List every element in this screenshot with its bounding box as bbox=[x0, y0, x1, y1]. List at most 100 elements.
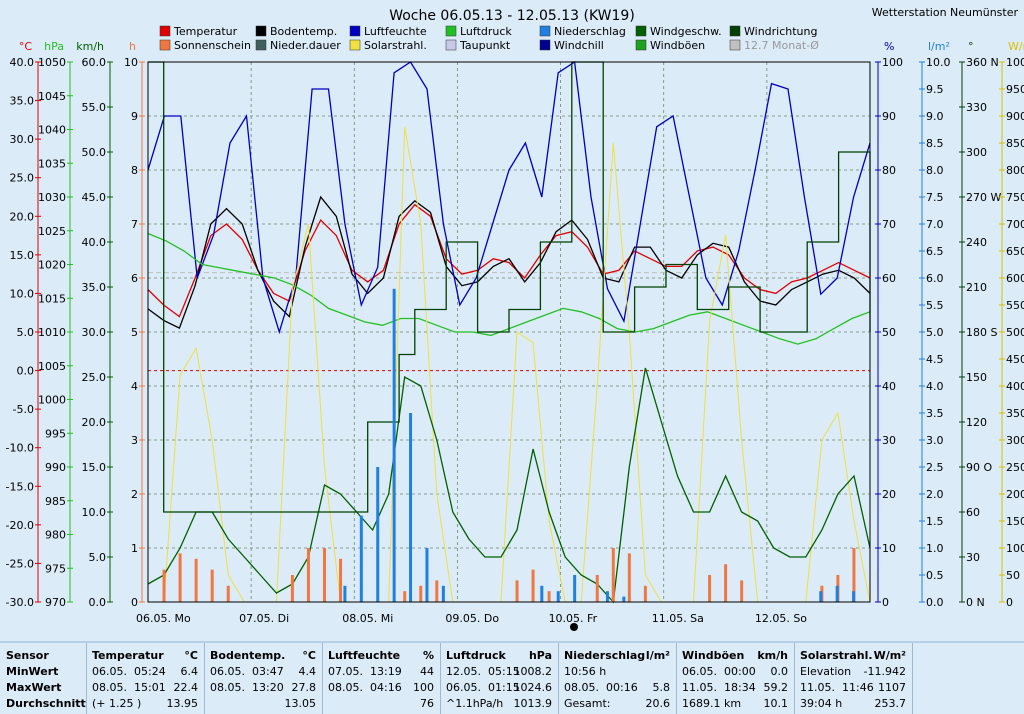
left-axis-tick-label: 15.0 bbox=[10, 249, 35, 262]
right-axis-tick-label: 3.0 bbox=[926, 434, 944, 447]
right-axis-tick-label: 300 bbox=[1006, 434, 1024, 447]
bar-sonnenschein bbox=[419, 586, 422, 602]
bar-niederschlag bbox=[557, 591, 560, 602]
bar-sonnenschein bbox=[724, 564, 727, 602]
stats-unit: % bbox=[423, 649, 434, 662]
left-axis-tick-label: 35.0 bbox=[10, 95, 35, 108]
legend-label: Luftdruck bbox=[460, 25, 512, 38]
legend-swatch bbox=[636, 26, 646, 36]
right-axis-tick-label: 210 bbox=[966, 281, 987, 294]
stats-row-label: Durchschnitt bbox=[6, 697, 86, 710]
x-tick-label: 07.05. Di bbox=[239, 612, 289, 625]
stats-unit: W/m² bbox=[874, 649, 906, 662]
right-axis-tick-label: 500 bbox=[1006, 326, 1024, 339]
left-axis-tick-label: 25.0 bbox=[82, 371, 107, 384]
stats-time: 11:46 bbox=[842, 681, 874, 694]
right-axis-tick-label: 400 bbox=[1006, 380, 1024, 393]
right-axis-tick-label: 550 bbox=[1006, 299, 1024, 312]
left-axis-tick-label: 1020 bbox=[38, 259, 66, 272]
stats-unit: l/m² bbox=[646, 649, 670, 662]
right-axis-tick-label: 4.5 bbox=[926, 353, 944, 366]
stats-value: 1013.9 bbox=[514, 697, 553, 710]
right-axis-tick-label: 450 bbox=[1006, 353, 1024, 366]
stats-date: 10:56 h bbox=[564, 665, 606, 678]
stats-value: 1107 bbox=[878, 681, 906, 694]
legend-swatch bbox=[256, 26, 266, 36]
stats-value: 5.8 bbox=[653, 681, 671, 694]
stats-column: Luftdruck hPa 12.05. 05:15 1008.2 06.05. 01:15… bbox=[440, 643, 559, 714]
left-axis-tick-label: 5.0 bbox=[89, 551, 107, 564]
legend-label: Taupunkt bbox=[459, 39, 511, 52]
right-axis-tick-label: 80 bbox=[882, 164, 896, 177]
bar-sonnenschein bbox=[628, 553, 631, 602]
left-axis-tick-label: 2 bbox=[131, 488, 138, 501]
bar-sonnenschein bbox=[532, 570, 535, 602]
legend-swatch bbox=[636, 40, 646, 50]
right-axis-tick-label: 4.0 bbox=[926, 380, 944, 393]
right-axis-unit: W/m² bbox=[1008, 40, 1024, 53]
right-axis-tick-label: 8.5 bbox=[926, 137, 944, 150]
legend-swatch bbox=[160, 40, 170, 50]
stats-column: Solarstrahl. W/m² Elevation -11.942 11.05. 11… bbox=[794, 643, 913, 714]
chart-title: Woche 06.05.13 - 12.05.13 (KW19) bbox=[389, 8, 635, 24]
left-axis-tick-label: 25.0 bbox=[10, 172, 35, 185]
left-axis-tick-label: 45.0 bbox=[82, 191, 107, 204]
x-tick-label: 12.05. So bbox=[755, 612, 807, 625]
legend: Temperatur Bodentemp. Luftfeuchte Luftdruck… bbox=[160, 25, 819, 52]
right-axis-tick-label: 350 bbox=[1006, 407, 1024, 420]
right-axis-tick-label: 0 bbox=[882, 596, 889, 609]
stats-value: 13.95 bbox=[167, 697, 199, 710]
bar-niederschlag bbox=[852, 591, 855, 602]
stats-date: 06.05. bbox=[210, 665, 245, 678]
legend-swatch bbox=[540, 40, 550, 50]
bar-sonnenschein bbox=[596, 575, 599, 602]
bar-sonnenschein bbox=[163, 570, 166, 602]
left-axis-unit: °C bbox=[19, 40, 33, 53]
bar-niederschlag bbox=[343, 586, 346, 602]
right-axis-tick-label: 0.5 bbox=[926, 569, 944, 582]
left-axis-tick-label: 6 bbox=[131, 272, 138, 285]
stats-date: 39:04 h bbox=[800, 697, 842, 710]
right-axis-tick-label: 100 bbox=[882, 56, 903, 69]
x-tick-label: 06.05. Mo bbox=[136, 612, 191, 625]
left-axis-unit: hPa bbox=[44, 40, 64, 53]
bar-niederschlag bbox=[393, 289, 396, 602]
left-axis-tick-label: 30.0 bbox=[82, 326, 107, 339]
right-axis-tick-label: 0.0 bbox=[926, 596, 944, 609]
bar-niederschlag bbox=[606, 591, 609, 602]
bar-niederschlag bbox=[819, 591, 822, 602]
bar-niederschlag bbox=[836, 586, 839, 602]
right-axis-tick-label: 600 bbox=[1006, 272, 1024, 285]
stats-time: 00:00 bbox=[724, 665, 756, 678]
stats-date: Elevation bbox=[800, 665, 851, 678]
right-axis-tick-label: 120 bbox=[966, 416, 987, 429]
right-axis-tick-label: 10 bbox=[882, 542, 896, 555]
left-axis-tick-label: 60.0 bbox=[82, 56, 107, 69]
left-axis-tick-label: 50.0 bbox=[82, 146, 107, 159]
bar-sonnenschein bbox=[307, 548, 310, 602]
left-axis-tick-label: 1000 bbox=[38, 394, 66, 407]
bar-niederschlag bbox=[360, 516, 363, 602]
stats-unit: °C bbox=[302, 649, 316, 662]
right-axis-tick-label: 7.5 bbox=[926, 191, 944, 204]
stats-date: 08.05. bbox=[328, 681, 363, 694]
bar-niederschlag bbox=[573, 575, 576, 602]
left-axis-tick-label: 30.0 bbox=[10, 133, 35, 146]
stats-column: Windböen km/h 06.05. 00:00 0.0 11.05. 18:34 59.… bbox=[676, 643, 795, 714]
left-axis-tick-label: 1035 bbox=[38, 157, 66, 170]
right-axis-tick-label: 6.5 bbox=[926, 245, 944, 258]
stats-date: 06.05. bbox=[92, 665, 127, 678]
stats-header: Temperatur bbox=[92, 649, 164, 662]
stats-value: 100 bbox=[413, 681, 434, 694]
legend-label: Windrichtung bbox=[744, 25, 817, 38]
stats-date: 12.05. bbox=[446, 665, 481, 678]
stats-header: Bodentemp. bbox=[210, 649, 285, 662]
left-axis-tick-label: 0.0 bbox=[17, 365, 35, 378]
stats-time: 04:16 bbox=[370, 681, 402, 694]
stats-time: 13:19 bbox=[370, 665, 402, 678]
bar-sonnenschein bbox=[435, 580, 438, 602]
right-axis-tick-label: 50 bbox=[1006, 569, 1020, 582]
right-axis-tick-label: 60 bbox=[882, 272, 896, 285]
stats-value: 13.05 bbox=[285, 697, 317, 710]
right-axis-tick-label: 950 bbox=[1006, 83, 1024, 96]
